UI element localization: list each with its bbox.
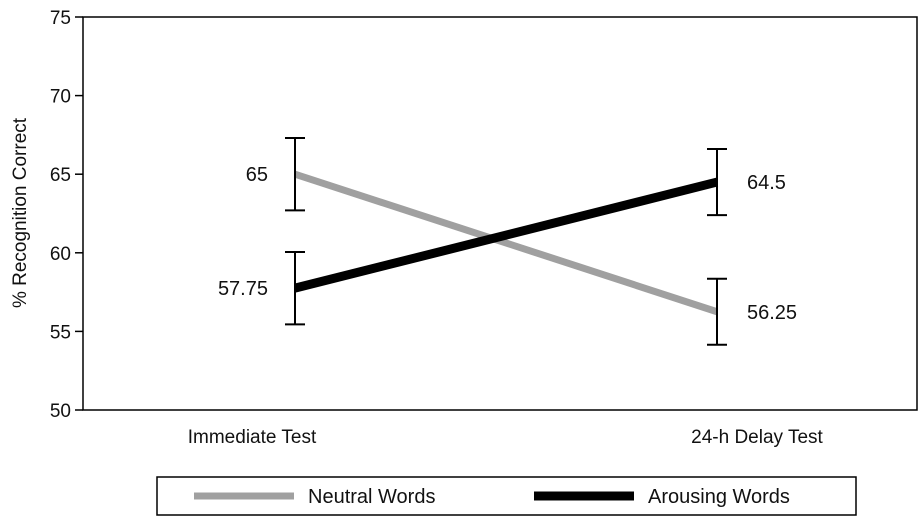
data-label: 57.75: [218, 278, 268, 300]
y-tick-label: 70: [50, 87, 71, 108]
x-tick-label: Immediate Test: [188, 427, 317, 448]
error-bar: [285, 251, 305, 326]
series-line: [293, 177, 719, 293]
x-tick-label: 24-h Delay Test: [691, 427, 823, 448]
data-label: 65: [246, 164, 268, 186]
y-axis: 50 55 60 65 70 75: [50, 8, 83, 422]
plot-frame: [82, 16, 918, 411]
y-tick-label: 50: [50, 401, 71, 422]
y-tick-label: 65: [50, 165, 71, 186]
y-tick-label: 60: [50, 244, 71, 265]
legend-label: Neutral Words: [308, 486, 435, 508]
error-bar: [707, 277, 727, 346]
legend-entry: Arousing Words: [534, 486, 790, 508]
series-line: [293, 170, 719, 316]
x-axis: Immediate Test 24-h Delay Test: [188, 427, 824, 448]
y-tick-label: 75: [50, 8, 71, 29]
error-bar: [707, 148, 727, 217]
series-arousing-words: 57.75 64.5: [218, 148, 786, 326]
y-tick-label: 55: [50, 322, 71, 343]
series-layer: 65 56.25 57.75 64.5: [218, 137, 797, 346]
legend-entry: Neutral Words: [194, 486, 435, 508]
legend-label: Arousing Words: [648, 486, 790, 508]
data-label: 56.25: [747, 302, 797, 324]
y-axis-label: % Recognition Correct: [10, 117, 31, 308]
data-label: 64.5: [747, 172, 786, 194]
error-bar: [285, 137, 305, 212]
series-neutral-words: 65 56.25: [246, 137, 797, 346]
legend: Neutral Words Arousing Words: [156, 476, 857, 516]
